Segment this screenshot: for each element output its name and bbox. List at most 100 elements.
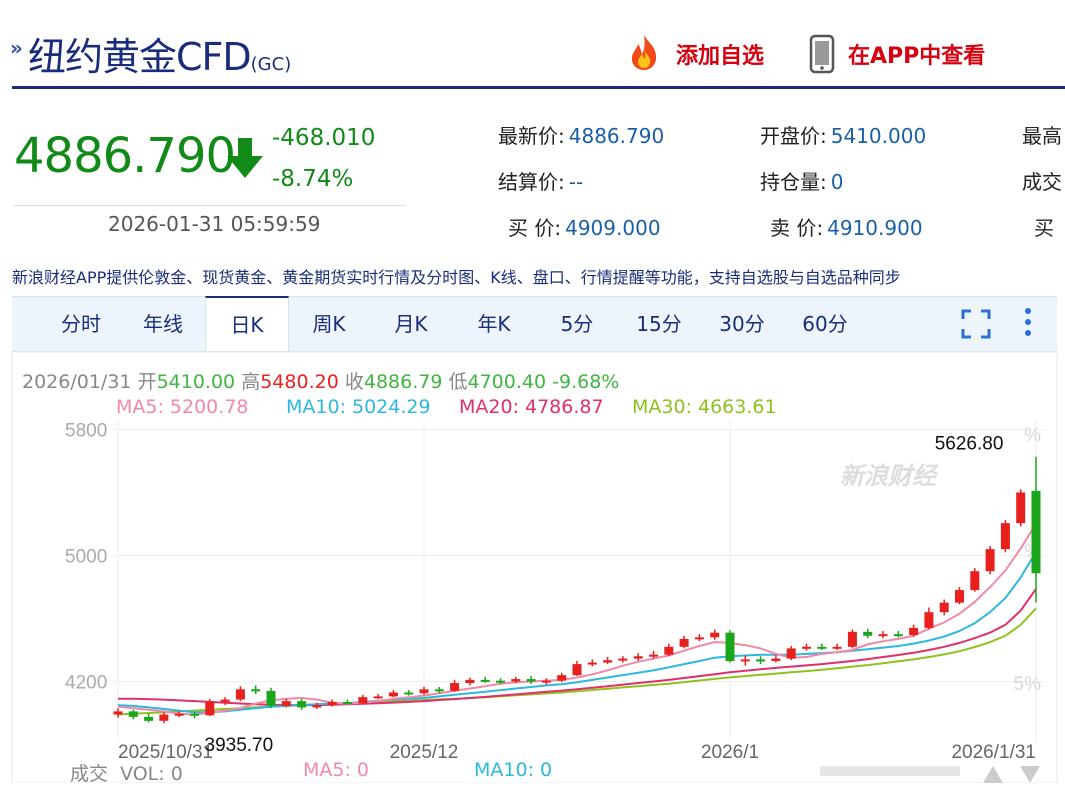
candle-body <box>434 689 444 692</box>
candle-body <box>358 697 368 704</box>
candle-body <box>985 549 995 572</box>
candle-body <box>725 632 735 661</box>
candle-body <box>281 701 291 706</box>
candle-body <box>496 680 505 683</box>
volume-legend-vol: VOL: 0 <box>120 763 183 785</box>
open-price-value: 5410.000 <box>830 124 927 148</box>
down-arrow-icon <box>225 136 265 184</box>
page-title-code: (GC) <box>250 54 292 75</box>
title-chevron-icon: » <box>10 36 23 60</box>
candle-body <box>159 714 169 721</box>
ask-price-label: 卖 价: <box>770 216 824 240</box>
candle-body <box>587 662 597 665</box>
bid-price-field: 买 价: 4909.000 <box>508 212 661 241</box>
ohlc-high-value: 5480.20 <box>260 371 339 393</box>
ma30-legend: MA30: 4663.61 <box>632 396 777 418</box>
app-promo-text[interactable]: 新浪财经APP提供伦敦金、现货黄金、黄金期货实时行情及分时图、K线、盘口、行情提… <box>12 268 901 287</box>
candle-body <box>190 713 199 716</box>
tab-nianxian[interactable]: 年线 <box>143 312 183 336</box>
open-price-field: 开盘价: 5410.000 <box>760 120 926 149</box>
candle-body <box>205 701 215 716</box>
latest-price-label: 最新价: <box>498 124 565 148</box>
volume-label: 成交 <box>1022 170 1062 194</box>
open-interest-field: 持仓量: 0 <box>760 166 843 195</box>
ohlc-open-label: 开 <box>137 371 157 393</box>
price-annotation: 3935.70 <box>205 735 274 756</box>
tab-30min[interactable]: 30分 <box>719 312 765 336</box>
candle-body <box>832 646 842 649</box>
ohlc-open-value: 5410.00 <box>156 371 236 393</box>
candle-body <box>297 701 307 708</box>
settle-price-field: 结算价: -- <box>498 166 583 195</box>
tab-60min[interactable]: 60分 <box>802 312 848 336</box>
candle-body <box>664 646 674 655</box>
candle-body <box>1000 523 1010 550</box>
x-tick-label: 2025/12 <box>390 742 459 763</box>
candle-body <box>847 631 857 647</box>
tab-5min[interactable]: 5分 <box>560 312 594 336</box>
candle-body <box>327 701 337 706</box>
high-price-label: 最高 <box>1022 124 1062 148</box>
candle-body <box>465 679 475 684</box>
ohlc-info-line: 2026/01/31 开5410.00 高5480.20 收4886.79 低4… <box>22 367 619 394</box>
candle-body <box>480 679 490 682</box>
ohlc-low-label: 低 <box>448 371 468 393</box>
tab-year-k[interactable]: 年K <box>477 312 511 336</box>
tab-month-k[interactable]: 月K <box>394 312 428 336</box>
candle-body <box>771 658 781 661</box>
candle-body <box>1031 490 1041 574</box>
title-divider <box>12 86 1065 89</box>
candle-body <box>786 648 796 659</box>
ma20-legend: MA20: 4786.87 <box>459 396 604 418</box>
candle-body <box>909 627 919 635</box>
candle-body <box>541 680 551 683</box>
candle-body <box>878 634 888 637</box>
scroll-up-icon <box>983 766 1003 783</box>
quote-timestamp: 2026-01-31 05:59:59 <box>108 212 321 236</box>
candle-body <box>572 664 582 676</box>
ohlc-close-label: 收 <box>344 371 364 393</box>
tab-fenshi[interactable]: 分时 <box>61 312 101 336</box>
candle-body <box>740 659 750 662</box>
candle-body <box>817 646 827 649</box>
candle-body <box>1016 492 1026 524</box>
tab-day-k[interactable]: 日K <box>205 296 289 351</box>
current-price: 4886.790 <box>14 128 236 184</box>
more-vertical-icon[interactable] <box>1020 307 1036 343</box>
volume-ma10-legend: MA10: 0 <box>474 759 553 781</box>
candle-body <box>144 716 154 721</box>
y-tick-label: 4200 <box>65 672 107 693</box>
tab-week-k[interactable]: 周K <box>312 312 346 336</box>
bid-price-label: 买 价: <box>508 216 562 240</box>
open-price-label: 开盘价: <box>760 124 827 148</box>
ask-price-field: 卖 价: 4910.900 <box>770 212 923 241</box>
candle-body <box>710 632 720 638</box>
x-tick-label: 2025/10/31 <box>118 742 213 763</box>
ohlc-close-value: 4886.79 <box>363 371 443 393</box>
latest-price-value: 4886.790 <box>568 124 665 148</box>
sina-watermark: 新浪财经 <box>840 462 939 490</box>
candle-body <box>557 675 567 681</box>
tab-15min[interactable]: 15分 <box>636 312 682 336</box>
candle-body <box>220 699 230 702</box>
candle-body <box>603 660 613 663</box>
candle-body <box>511 679 521 682</box>
candle-body <box>649 654 658 657</box>
bid-price-value: 4909.000 <box>565 216 661 240</box>
ma5-legend: MA5: 5200.78 <box>116 396 249 418</box>
right-percent-label: 5% <box>1014 674 1042 695</box>
candle-body <box>756 659 766 662</box>
latest-price-field: 最新价: 4886.790 <box>498 120 664 149</box>
candle-body <box>373 696 383 699</box>
candle-body <box>939 602 949 613</box>
price-change-percent: -8.74% <box>272 166 354 192</box>
ohlc-pct-value: -9.68% <box>552 371 620 393</box>
volume-legend-label: 成交 <box>70 763 109 785</box>
candle-body <box>235 689 245 700</box>
candle-body <box>343 701 352 704</box>
ohlc-date: 2026/01/31 <box>22 371 132 393</box>
fullscreen-icon[interactable] <box>960 308 992 344</box>
open-interest-value: 0 <box>830 170 844 194</box>
x-tick-label: 2026/1/31 <box>951 742 1036 763</box>
